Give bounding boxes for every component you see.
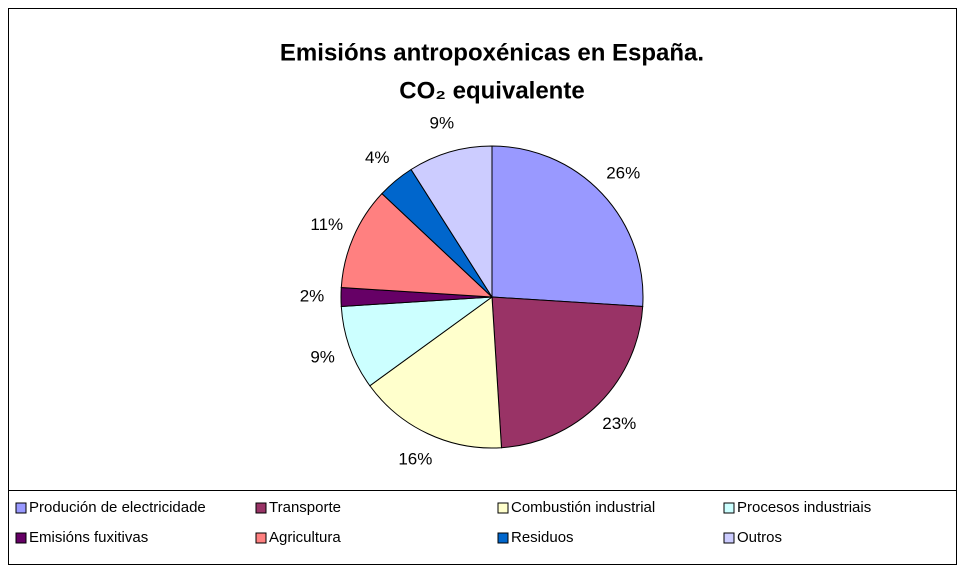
legend-swatch [255, 532, 267, 544]
legend-label: Residuos [511, 529, 574, 546]
data-label: 23% [602, 414, 636, 433]
legend-label: Outros [737, 529, 782, 546]
legend-swatch [15, 532, 27, 544]
data-label: 26% [606, 163, 640, 182]
data-label: 9% [310, 347, 335, 366]
legend-label: Procesos industriais [737, 499, 871, 516]
legend-swatch [497, 502, 509, 514]
legend-swatch [497, 532, 509, 544]
data-label: 2% [300, 286, 325, 305]
pie-slice [491, 145, 644, 308]
legend-swatch [15, 502, 27, 514]
legend-swatch [723, 532, 735, 544]
pie-slice [340, 296, 494, 387]
legend-label: Produción de electricidade [29, 499, 206, 516]
legend-swatch [255, 502, 267, 514]
legend-swatch [723, 502, 735, 514]
chart-title: CO₂ equivalente [399, 77, 584, 104]
pie-slice [369, 296, 503, 449]
data-label: 11% [310, 215, 343, 234]
data-label: 4% [365, 148, 390, 167]
data-label: 16% [398, 449, 432, 468]
legend-label: Agricultura [269, 529, 341, 546]
legend-label: Combustión industrial [511, 499, 655, 516]
pie-slice [491, 296, 644, 449]
pie-slice [340, 192, 494, 298]
chart-title: Emisións antropoxénicas en España. [280, 39, 704, 66]
legend-label: Transporte [269, 499, 341, 516]
data-label: 9% [429, 114, 454, 133]
pie-slice [410, 145, 493, 299]
legend-label: Emisións fuxitivas [29, 529, 148, 546]
